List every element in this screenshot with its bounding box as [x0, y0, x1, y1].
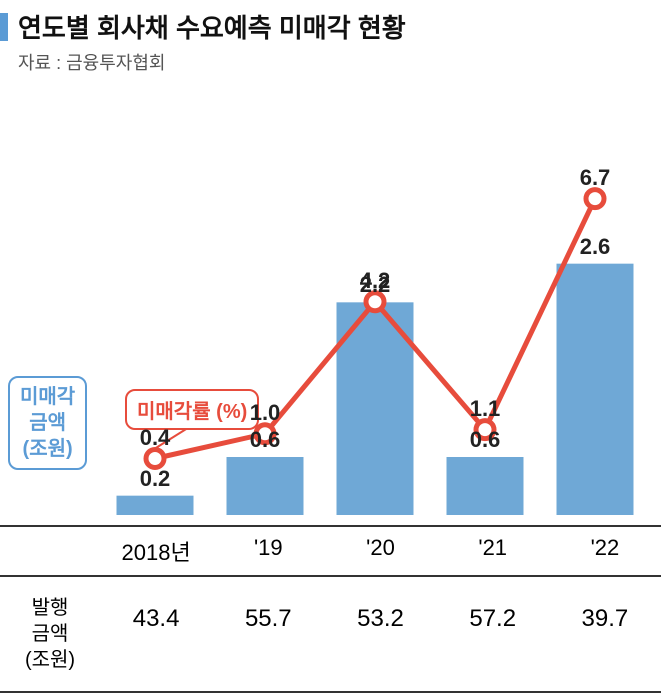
title-bar: 연도별 회사채 수요예측 미매각 현황 — [0, 0, 661, 45]
x-axis-label: '22 — [549, 527, 661, 575]
table-cell: 55.7 — [212, 577, 324, 691]
table-cell: 43.4 — [100, 577, 212, 691]
line-value-label: 1.0 — [250, 400, 281, 426]
chart-area: 미매각금액(조원) 미매각률 (%) 0.20.62.20.62.60.41.0… — [0, 85, 661, 525]
x-axis-label: '21 — [437, 527, 549, 575]
line-marker — [586, 190, 604, 208]
x-axis-label: '20 — [324, 527, 436, 575]
chart-title: 연도별 회사채 수요예측 미매각 현황 — [18, 8, 406, 45]
x-axis-label: '19 — [212, 527, 324, 575]
chart-subtitle: 자료 : 금융투자협회 — [0, 45, 661, 75]
bar — [557, 264, 634, 515]
title-accent — [0, 13, 8, 41]
x-axis-lead — [0, 527, 100, 575]
chart-svg — [0, 85, 661, 525]
table-cell: 53.2 — [324, 577, 436, 691]
line-value-label: 0.4 — [140, 425, 171, 451]
x-axis: 2018년 '19 '20 '21 '22 — [0, 525, 661, 577]
bar-value-label: 0.6 — [250, 427, 281, 453]
bar — [117, 496, 194, 515]
line-value-label: 6.7 — [580, 165, 611, 191]
bar-value-label: 0.6 — [470, 427, 501, 453]
bar-legend: 미매각금액(조원) — [8, 376, 87, 470]
bar-value-label: 2.6 — [580, 234, 611, 260]
line-legend: 미매각률 (%) — [125, 389, 259, 430]
line-value-label: 4.2 — [360, 268, 391, 294]
table-cell: 39.7 — [549, 577, 661, 691]
table-header: 발행금액(조원) — [0, 577, 100, 691]
bar — [227, 457, 304, 515]
bar-value-label: 0.2 — [140, 466, 171, 492]
bar — [447, 457, 524, 515]
table-cell: 57.2 — [437, 577, 549, 691]
table-row: 발행금액(조원) 43.4 55.7 53.2 57.2 39.7 — [0, 577, 661, 693]
x-axis-label: 2018년 — [100, 527, 212, 575]
line-value-label: 1.1 — [470, 396, 501, 422]
